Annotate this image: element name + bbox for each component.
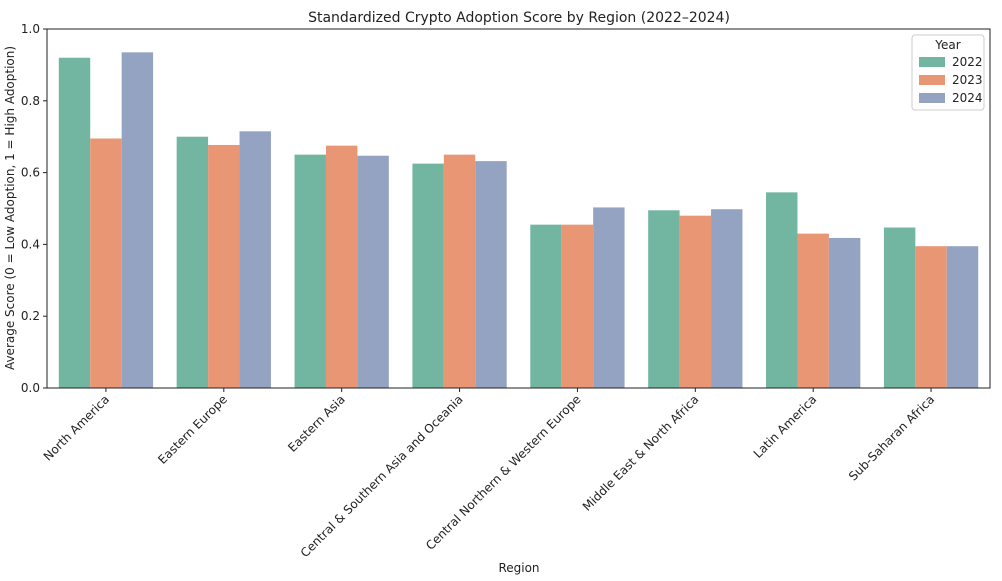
legend-label-2023: 2023 <box>952 73 983 87</box>
bar-2024-0 <box>121 52 154 388</box>
x-tick-label: Eastern Asia <box>285 392 348 455</box>
y-axis-label: Average Score (0 = Low Adoption, 1 = Hig… <box>3 46 17 370</box>
x-tick-label: Latin America <box>751 392 820 461</box>
bar-2024-2 <box>357 155 389 388</box>
y-tick-label: 0.4 <box>21 237 40 251</box>
bar-2023-7 <box>915 246 947 388</box>
y-tick-label: 0.8 <box>21 94 40 108</box>
legend-label-2022: 2022 <box>952 55 983 69</box>
chart-title: Standardized Crypto Adoption Score by Re… <box>308 10 730 26</box>
bars-group <box>58 52 979 389</box>
bar-2024-7 <box>946 246 979 388</box>
bar-2024-6 <box>828 237 861 388</box>
x-axis-label: Region <box>498 561 539 575</box>
x-axis-ticks: North America Eastern Europe Eastern AsiaC… <box>41 388 937 560</box>
legend-swatch-2024 <box>919 93 945 103</box>
legend-swatch-2022 <box>919 57 945 67</box>
bar-2022-4 <box>530 224 562 388</box>
bar-2023-5 <box>679 215 712 388</box>
legend-label-2024: 2024 <box>952 91 983 105</box>
bar-2023-0 <box>90 138 122 388</box>
bar-2023-2 <box>325 145 358 388</box>
bar-2024-5 <box>711 209 743 388</box>
bar-2022-7 <box>883 227 916 388</box>
bar-2024-1 <box>239 131 271 388</box>
y-tick-label: 1.0 <box>21 22 40 36</box>
bar-2023-1 <box>208 144 240 388</box>
bar-2023-4 <box>561 224 594 388</box>
bar-2022-2 <box>294 154 326 388</box>
y-tick-label: 0.0 <box>21 381 40 395</box>
bar-2022-3 <box>412 163 444 389</box>
y-tick-label: 0.2 <box>21 309 40 323</box>
legend-box <box>911 34 985 111</box>
bar-2022-5 <box>648 210 680 388</box>
plot-area-frame <box>46 28 991 389</box>
bar-2022-0 <box>58 57 91 388</box>
x-tick-label: Middle East & North Africa <box>580 392 702 514</box>
legend: Year 2022 2023 2024 <box>911 34 985 111</box>
bar-2022-1 <box>176 136 209 388</box>
x-tick-label: Sub-Saharan Africa <box>846 392 937 483</box>
y-tick-label: 0.6 <box>21 166 40 180</box>
bar-2023-3 <box>443 154 476 388</box>
legend-swatch-2023 <box>919 75 945 85</box>
x-tick-label: North America <box>41 392 112 463</box>
y-axis-ticks: 0.0 0.2 0.4 0.6 0.8 1.0 <box>21 22 47 395</box>
bar-2023-6 <box>797 233 829 388</box>
x-tick-label: Eastern Europe <box>155 392 230 467</box>
legend-title: Year <box>934 38 960 52</box>
bar-2024-4 <box>593 207 625 388</box>
bar-2024-3 <box>475 161 507 388</box>
bar-2022-6 <box>766 192 798 388</box>
